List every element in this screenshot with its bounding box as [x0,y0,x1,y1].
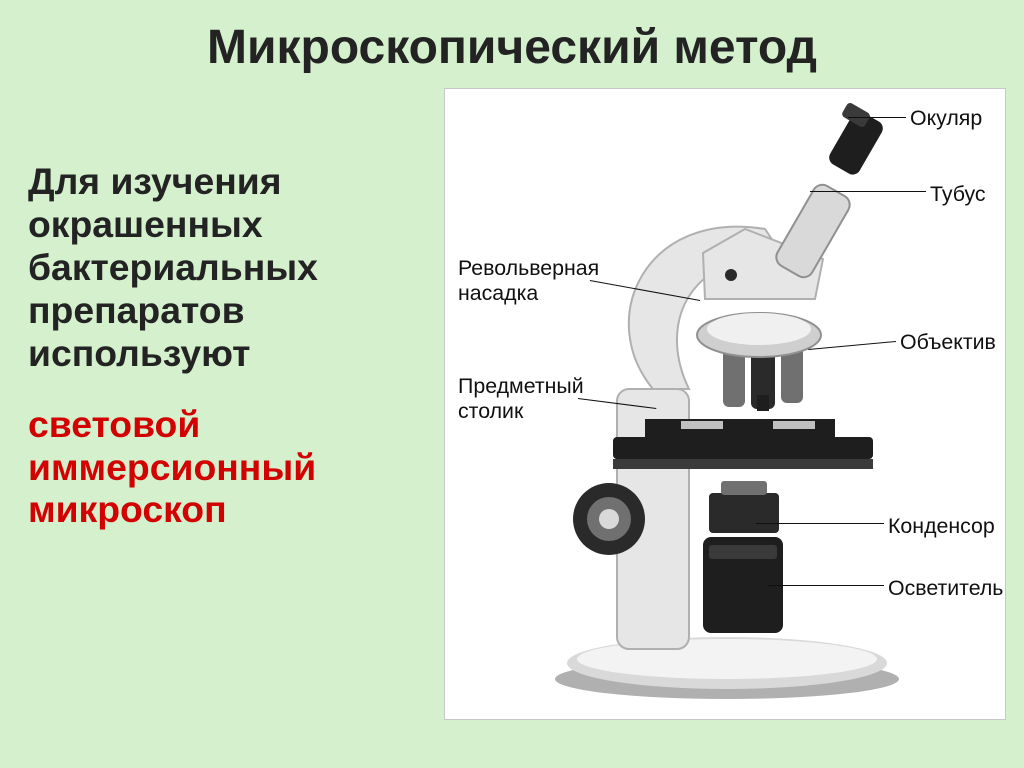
leader-line-condenser [756,523,884,524]
label-objective: Объектив [900,330,996,355]
body-line-2: световой иммерсионный микроскоп [28,403,428,532]
body-text: Для изучения окрашенных бактериальных пр… [28,160,428,531]
leader-line-illuminator [768,585,884,586]
eyepiece-icon [826,102,885,178]
slide: Микроскопический метод Для изучения окра… [0,0,1024,768]
leader-line-tube [810,191,926,192]
label-tube: Тубус [930,182,986,207]
nosepiece-icon [697,313,821,357]
label-nosepiece: Револьверная насадка [458,256,599,306]
leader-line-eyepiece [848,117,906,118]
stage-icon [613,419,873,469]
microscope-base-icon [555,637,899,699]
body-line-1: Для изучения окрашенных бактериальных пр… [28,160,428,375]
focus-knob-icon [573,483,645,555]
label-eyepiece: Окуляр [910,106,982,131]
condenser-icon [709,481,779,533]
label-illuminator: Осветитель [888,576,1003,601]
label-condenser: Конденсор [888,514,995,539]
tube-icon [703,181,853,299]
label-stage: Предметный столик [458,374,584,424]
slide-title: Микроскопический метод [0,20,1024,75]
